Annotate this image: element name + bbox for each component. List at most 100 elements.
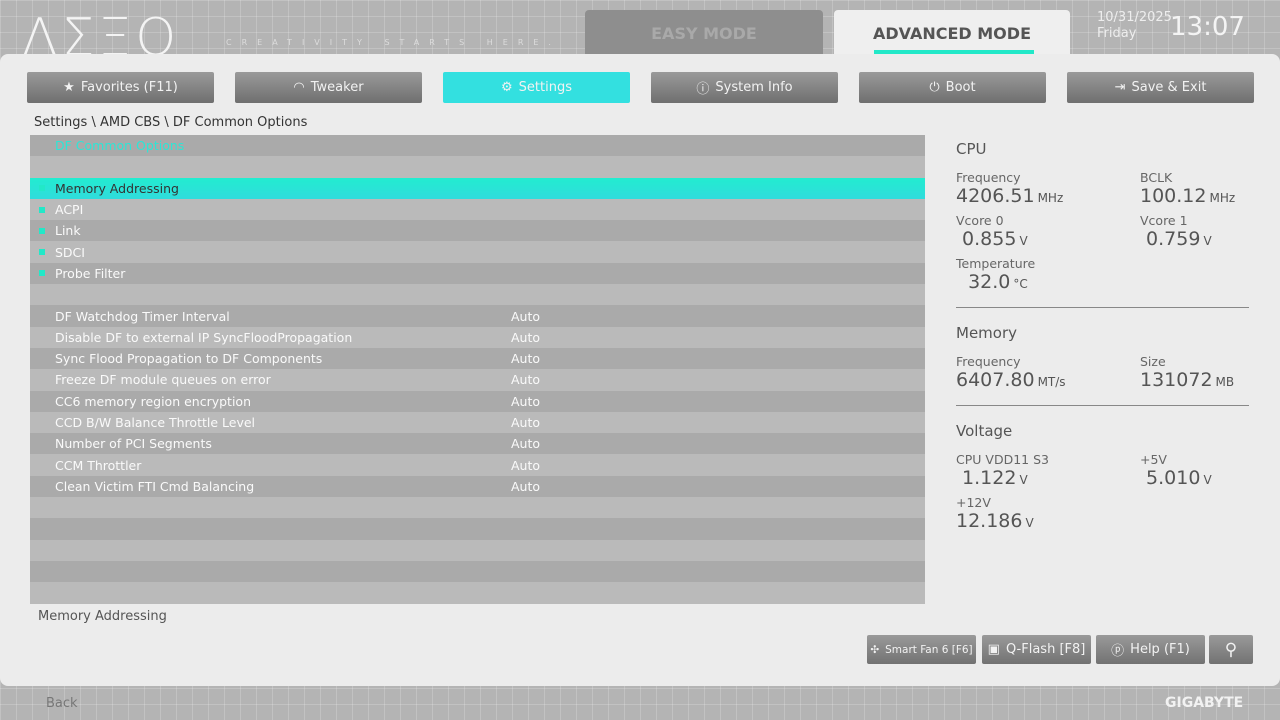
value[interactable]: Auto: [511, 436, 541, 452]
setting-row[interactable]: Clean Victim FTI Cmd Balancing Auto: [30, 475, 925, 498]
value[interactable]: Auto: [511, 351, 541, 367]
label: Disable DF to external IP SyncFloodPropa…: [55, 329, 353, 345]
label: System Info: [715, 80, 793, 95]
setting-row[interactable]: DF Watchdog Timer Interval Auto: [30, 305, 925, 327]
vcore1: 0.759 V: [1140, 228, 1249, 250]
cpu-vdd11: 1.122 V: [956, 467, 1140, 489]
help-text: Memory Addressing: [38, 609, 167, 624]
label: CPU VDD11 S3: [956, 452, 1049, 467]
submenu-item[interactable]: Probe Filter: [30, 262, 925, 285]
label: SDCI: [55, 244, 85, 260]
label: Settings: [518, 80, 572, 95]
label: Save & Exit: [1131, 80, 1207, 95]
day-text: Friday: [1097, 26, 1137, 41]
unit: °C: [1013, 277, 1028, 291]
voltage-title: Voltage: [956, 422, 1013, 440]
help-button[interactable]: ⓟ Help (F1): [1096, 635, 1205, 664]
bullet-icon: [39, 206, 45, 213]
value[interactable]: Auto: [511, 478, 541, 494]
setting-row[interactable]: CC6 memory region encryption Auto: [30, 390, 925, 412]
divider: [956, 307, 1249, 308]
value[interactable]: Auto: [511, 393, 541, 409]
submenu-item[interactable]: Link: [30, 220, 925, 242]
submenu-item[interactable]: SDCI: [30, 241, 925, 263]
nav-tab-save-exit[interactable]: ⇥ Save & Exit: [1067, 72, 1254, 103]
nav-tab-settings[interactable]: ⚙ Settings: [443, 72, 630, 103]
submenu-item[interactable]: ACPI: [30, 198, 925, 221]
memory-title: Memory: [956, 324, 1018, 342]
label: Boot: [945, 80, 976, 95]
qflash-button[interactable]: ▣ Q-Flash [F8]: [982, 635, 1091, 664]
nav-tab-boot[interactable]: ⏻ Boot: [859, 72, 1046, 103]
setting-row[interactable]: Disable DF to external IP SyncFloodPropa…: [30, 326, 925, 348]
label: Q-Flash [F8]: [1005, 642, 1086, 657]
advanced-mode-tab[interactable]: ADVANCED MODE: [834, 10, 1070, 56]
nav-tab-favorites-f11-[interactable]: ★ Favorites (F11): [27, 72, 214, 103]
gear-icon: ⚙: [501, 80, 513, 95]
label: Vcore 1: [1140, 213, 1188, 228]
label: Help (F1): [1130, 642, 1190, 657]
label: Freeze DF module queues on error: [55, 372, 271, 388]
label: Smart Fan 6 [F6]: [885, 643, 973, 656]
footer: [0, 686, 1280, 720]
value[interactable]: Auto: [511, 329, 541, 345]
setting-row[interactable]: Sync Flood Propagation to DF Components A…: [30, 347, 925, 370]
smart-fan-button[interactable]: ✣ Smart Fan 6 [F6]: [867, 635, 976, 664]
label: CCM Throttler: [55, 457, 142, 473]
temperature: 32.0 °C: [956, 271, 1140, 293]
blank-row: [30, 539, 925, 561]
search-icon: ⚲: [1224, 639, 1238, 660]
gigabyte-logo: GIGABYTE: [1165, 695, 1244, 711]
plus5v: 5.010 V: [1140, 467, 1249, 489]
submenu-item[interactable]: Memory Addressing: [30, 177, 925, 199]
back-button[interactable]: Back: [46, 696, 78, 711]
info-icon: ⓘ: [696, 82, 710, 97]
value: 4206.51: [956, 185, 1035, 207]
label: Vcore 0: [956, 213, 1004, 228]
label: Link: [55, 223, 81, 239]
label: Size: [1140, 354, 1166, 369]
unit: V: [1025, 516, 1034, 530]
label: CCD B/W Balance Throttle Level: [55, 415, 256, 430]
value: 0.855: [962, 228, 1017, 250]
label: Favorites (F11): [80, 80, 178, 95]
value: 5.010: [1146, 467, 1201, 489]
memory-size: 131072 MB: [1140, 369, 1249, 391]
bclk: 100.12 MHz: [1140, 185, 1249, 207]
value[interactable]: Auto: [511, 415, 541, 430]
label: Temperature: [956, 256, 1036, 271]
label: Frequency: [956, 170, 1021, 185]
label: Sync Flood Propagation to DF Components: [55, 351, 323, 367]
easy-mode-tab[interactable]: EASY MODE: [585, 10, 823, 56]
unit: MT/s: [1037, 375, 1066, 389]
setting-row[interactable]: CCM Throttler Auto: [30, 454, 925, 476]
vcore0: 0.855 V: [956, 228, 1140, 250]
gauge-icon: ◠: [293, 80, 305, 95]
setting-row[interactable]: CCD B/W Balance Throttle Level Auto: [30, 411, 925, 434]
label: Number of PCI Segments: [55, 436, 212, 452]
label: DF Watchdog Timer Interval: [55, 308, 230, 324]
setting-row[interactable]: Freeze DF module queues on error Auto: [30, 369, 925, 391]
date: 10/31/2025 Friday: [1097, 10, 1172, 42]
value[interactable]: Auto: [511, 457, 541, 473]
nav-tab-system-info[interactable]: ⓘ System Info: [651, 72, 838, 103]
label: Probe Filter: [55, 265, 126, 281]
nav-tab-tweaker[interactable]: ◠ Tweaker: [235, 72, 422, 103]
clock: 13:07: [1170, 12, 1245, 42]
blank-row: [30, 582, 925, 604]
bullet-icon: [39, 185, 45, 192]
label: ACPI: [55, 202, 84, 218]
value[interactable]: Auto: [511, 308, 541, 324]
setting-row[interactable]: Number of PCI Segments Auto: [30, 433, 925, 455]
label: Memory Addressing: [55, 180, 179, 196]
blank-row: [30, 497, 925, 519]
tagline: CREATIVITY STARTS HERE.: [226, 38, 561, 47]
bullet-icon: [39, 249, 45, 256]
value[interactable]: Auto: [511, 372, 541, 388]
fan-icon: ✣: [870, 643, 880, 656]
chip-icon: ▣: [987, 642, 1000, 657]
value: 0.759: [1146, 228, 1201, 250]
search-button[interactable]: ⚲: [1209, 635, 1253, 664]
label: Clean Victim FTI Cmd Balancing: [55, 478, 255, 494]
power-icon: ⏻: [929, 80, 940, 95]
